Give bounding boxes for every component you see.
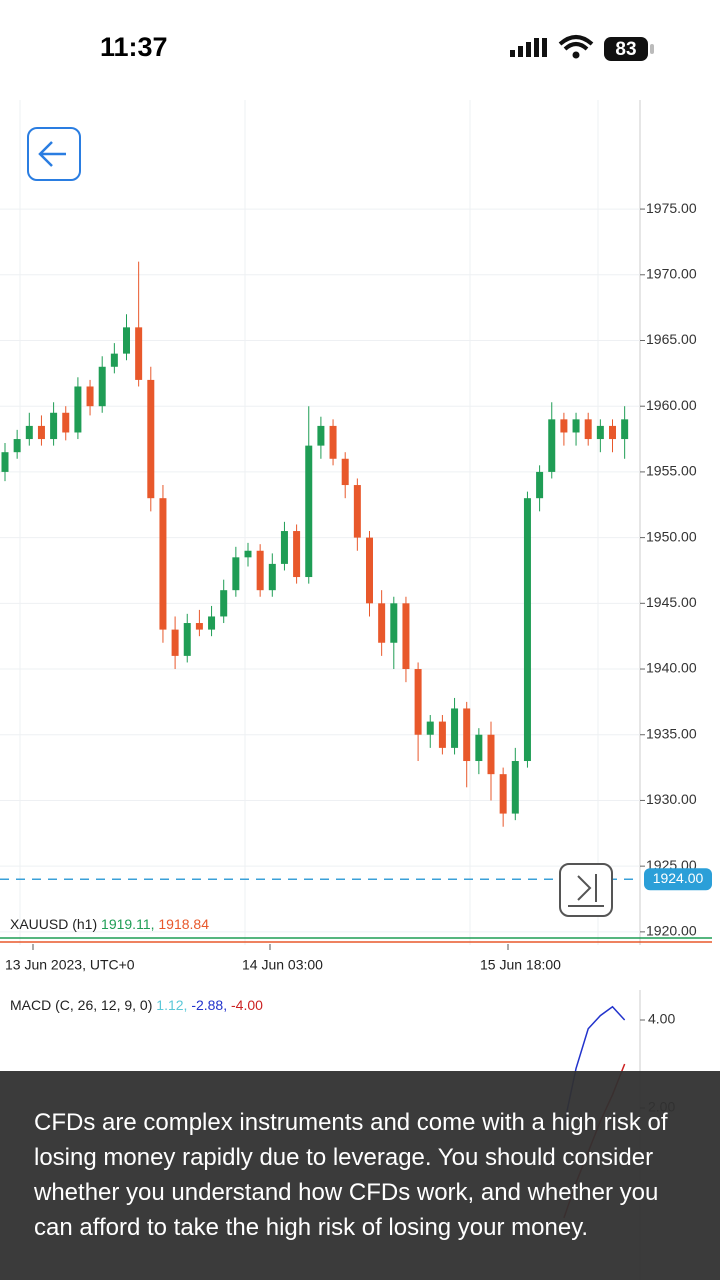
candle-body (451, 708, 459, 748)
candle-body (171, 629, 179, 656)
candle-body (560, 419, 568, 433)
y-tick-label: 1920.00 (646, 923, 697, 939)
legend-ask: 1918.84 (158, 916, 209, 932)
candle-body (353, 485, 361, 538)
candle-body (329, 425, 337, 459)
candle-body (37, 425, 45, 440)
y-tick-label: 1935.00 (646, 725, 697, 741)
candle-body (475, 734, 483, 762)
time: 11:37 (100, 32, 168, 62)
time-axis (0, 946, 720, 986)
battery-icon (604, 37, 648, 61)
y-tick-label: 1950.00 (646, 528, 697, 544)
candle-body (256, 550, 264, 591)
candle-body (548, 419, 556, 472)
y-tick-label: 1965.00 (646, 331, 697, 347)
candle-body (366, 537, 373, 604)
candle-body (584, 419, 592, 440)
candle-body (487, 734, 495, 775)
candle-body (293, 531, 301, 578)
candle-body (572, 419, 580, 433)
x-tick-label: 14 Jun 03:00 (242, 957, 323, 973)
candle-body (511, 761, 519, 814)
signal-icon (510, 38, 547, 57)
macd-legend-name: MACD (C, 26, 12, 9, 0) (10, 997, 152, 1013)
candle-body (523, 498, 531, 762)
candle-body (50, 412, 58, 440)
candle-body (609, 425, 616, 440)
candle-body (438, 721, 446, 748)
candle-body (13, 439, 21, 453)
x-tick-label: 13 Jun 2023, UTC+0 (5, 957, 135, 973)
scroll-end-icon (568, 874, 604, 907)
candle-body (268, 563, 276, 591)
legend-symbol: XAUUSD (h1) (10, 916, 97, 932)
candle-body (208, 616, 216, 630)
y-tick-label: 1955.00 (646, 463, 697, 479)
back-arrow (38, 141, 66, 167)
y-tick-label: 1970.00 (646, 265, 697, 281)
current-price-label: 1924.00 (653, 870, 704, 886)
macd-panel (0, 990, 640, 1071)
candle-body (390, 603, 398, 643)
candle-body (195, 623, 203, 630)
y-tick-label: 1975.00 (646, 200, 697, 216)
chart-legend: XAUUSD (h1) 1919.11, 1918.84 (10, 916, 209, 932)
y-tick-label: 1945.00 (646, 594, 697, 610)
y-tick-label: 1940.00 (646, 660, 697, 676)
candle-body (74, 386, 82, 433)
scroll-end-button[interactable] (559, 863, 613, 917)
candle-body (135, 327, 143, 380)
candle-body (414, 669, 422, 735)
candle-body (1, 452, 9, 472)
current-price-tag (644, 868, 712, 891)
macd-legend-v3: -4.00 (231, 997, 263, 1013)
candle-body (244, 550, 252, 558)
candle-body (25, 425, 33, 440)
y-tick-label: 1960.00 (646, 397, 697, 413)
candle-body (341, 458, 349, 486)
y-tick-label: 1930.00 (646, 791, 697, 807)
candle-body (378, 603, 386, 643)
candle-body (402, 603, 410, 670)
candle-body (98, 366, 106, 407)
battery-tip (650, 44, 654, 54)
candle-body (220, 590, 228, 617)
candle-body (596, 425, 604, 440)
candle-body (183, 623, 191, 656)
candle-body (123, 327, 130, 354)
candle-body (426, 721, 434, 735)
candle-body (499, 774, 507, 814)
candle-body (159, 498, 167, 630)
candle-body (305, 445, 313, 578)
macd-legend-v2: -2.88, (191, 997, 227, 1013)
candle-body (232, 557, 240, 591)
candle-body (147, 379, 155, 499)
candle-body (86, 386, 94, 407)
candle-body (317, 425, 325, 446)
risk-disclaimer: CFDs are complex instruments and come wi… (0, 1071, 720, 1280)
candle-body (110, 353, 118, 367)
y-tick-label: 4.00 (648, 1011, 675, 1027)
wifi-dot (572, 51, 580, 59)
macd-legend-v1: 1.12, (156, 997, 187, 1013)
battery-level: 83 (615, 39, 636, 60)
wifi-icon (558, 35, 594, 51)
x-tick-label: 15 Jun 18:00 (480, 957, 561, 973)
candle-body (280, 531, 288, 564)
legend-bid: 1919.11, (101, 916, 154, 932)
candle-body (621, 419, 629, 440)
macd-legend: MACD (C, 26, 12, 9, 0) 1.12, -2.88, -4.0… (10, 997, 263, 1013)
candle-body (536, 471, 544, 499)
candle-body (463, 708, 471, 762)
candle-body (62, 412, 70, 433)
